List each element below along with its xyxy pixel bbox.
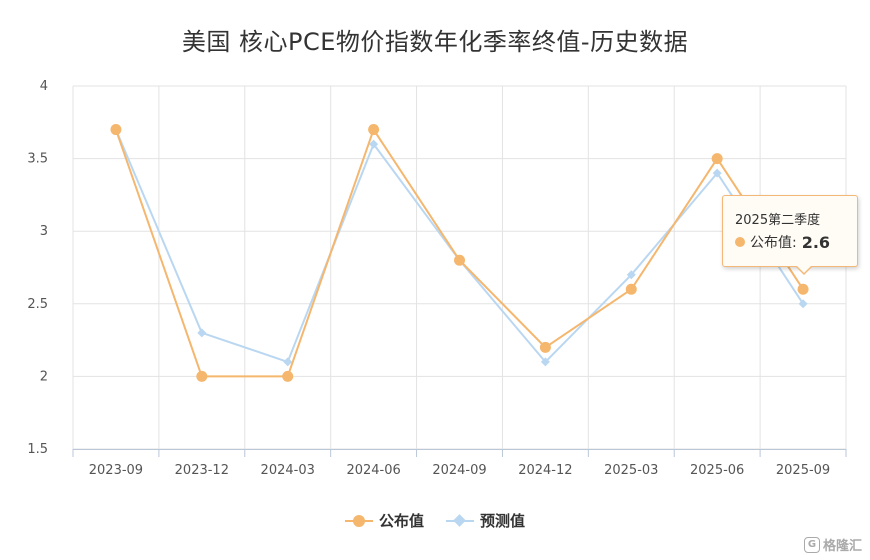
y-tick-label: 2 xyxy=(40,369,48,384)
x-tick-label: 2025-03 xyxy=(604,463,658,478)
x-tick-label: 2023-09 xyxy=(89,463,143,478)
y-tick-label: 4 xyxy=(40,79,48,94)
data-point-forecast xyxy=(540,357,550,367)
chart-title: 美国 核心PCE物价指数年化季率终值-历史数据 xyxy=(181,28,689,56)
tooltip-series-label: 公布值: xyxy=(750,235,797,251)
data-point-forecast xyxy=(626,270,636,280)
y-tick-label: 3.5 xyxy=(27,152,48,167)
tooltip-value: 2.6 xyxy=(801,232,831,252)
series-layer xyxy=(110,124,809,382)
data-tooltip: 2025第二季度 公布值: 2.6 xyxy=(722,195,858,275)
grid-lines xyxy=(72,85,847,450)
x-tick-label: 2024-03 xyxy=(261,463,315,478)
data-point-forecast xyxy=(369,139,379,149)
legend: 公布值 预测值 xyxy=(0,510,870,531)
series-line-forecast xyxy=(114,129,804,363)
legend-item-forecast[interactable]: 预测值 xyxy=(446,510,525,531)
data-point-forecast xyxy=(798,299,808,309)
data-point-forecast xyxy=(283,357,293,367)
y-tick-label: 2.5 xyxy=(27,297,48,312)
circle-marker-icon xyxy=(735,237,745,247)
data-point-forecast xyxy=(712,168,722,178)
data-point-forecast xyxy=(197,328,207,338)
legend-label-forecast: 预测值 xyxy=(480,512,526,530)
y-tick-label: 3 xyxy=(40,224,48,239)
x-tick-label: 2023-12 xyxy=(175,463,229,478)
data-point-published xyxy=(711,153,723,165)
data-point-published xyxy=(282,370,294,382)
x-tick-label: 2024-09 xyxy=(432,463,486,478)
x-tick-label: 2024-12 xyxy=(518,463,572,478)
data-point-published xyxy=(196,370,208,382)
legend-item-published[interactable]: 公布值 xyxy=(344,510,424,531)
glh-logo-icon: G xyxy=(803,536,820,553)
x-tick-label: 2025-06 xyxy=(690,463,744,478)
tooltip-title: 2025第二季度 xyxy=(735,213,821,228)
diamond-marker-icon xyxy=(446,513,474,528)
legend-label-published: 公布值 xyxy=(378,512,424,530)
data-point-published xyxy=(539,341,551,353)
watermark: G 格隆汇 xyxy=(803,535,862,554)
data-point-published xyxy=(625,283,637,295)
data-point-published xyxy=(368,124,380,136)
x-tick-label: 2025-09 xyxy=(776,463,830,478)
circle-marker-icon xyxy=(344,514,373,528)
data-point-published xyxy=(454,254,465,266)
tick-labels: 1.5 2 2.5 3 3.5 4 2023-09 2023-12 2024-03 2024-06… xyxy=(27,79,830,478)
watermark-text: 格隆汇 xyxy=(822,539,862,554)
data-point-published xyxy=(797,283,809,295)
x-tick-label: 2024-06 xyxy=(346,463,400,478)
data-point-published xyxy=(110,124,122,136)
axes xyxy=(72,449,847,457)
tooltip-row: 公布值: 2.6 xyxy=(735,232,830,252)
y-tick-label: 1.5 xyxy=(27,442,48,457)
